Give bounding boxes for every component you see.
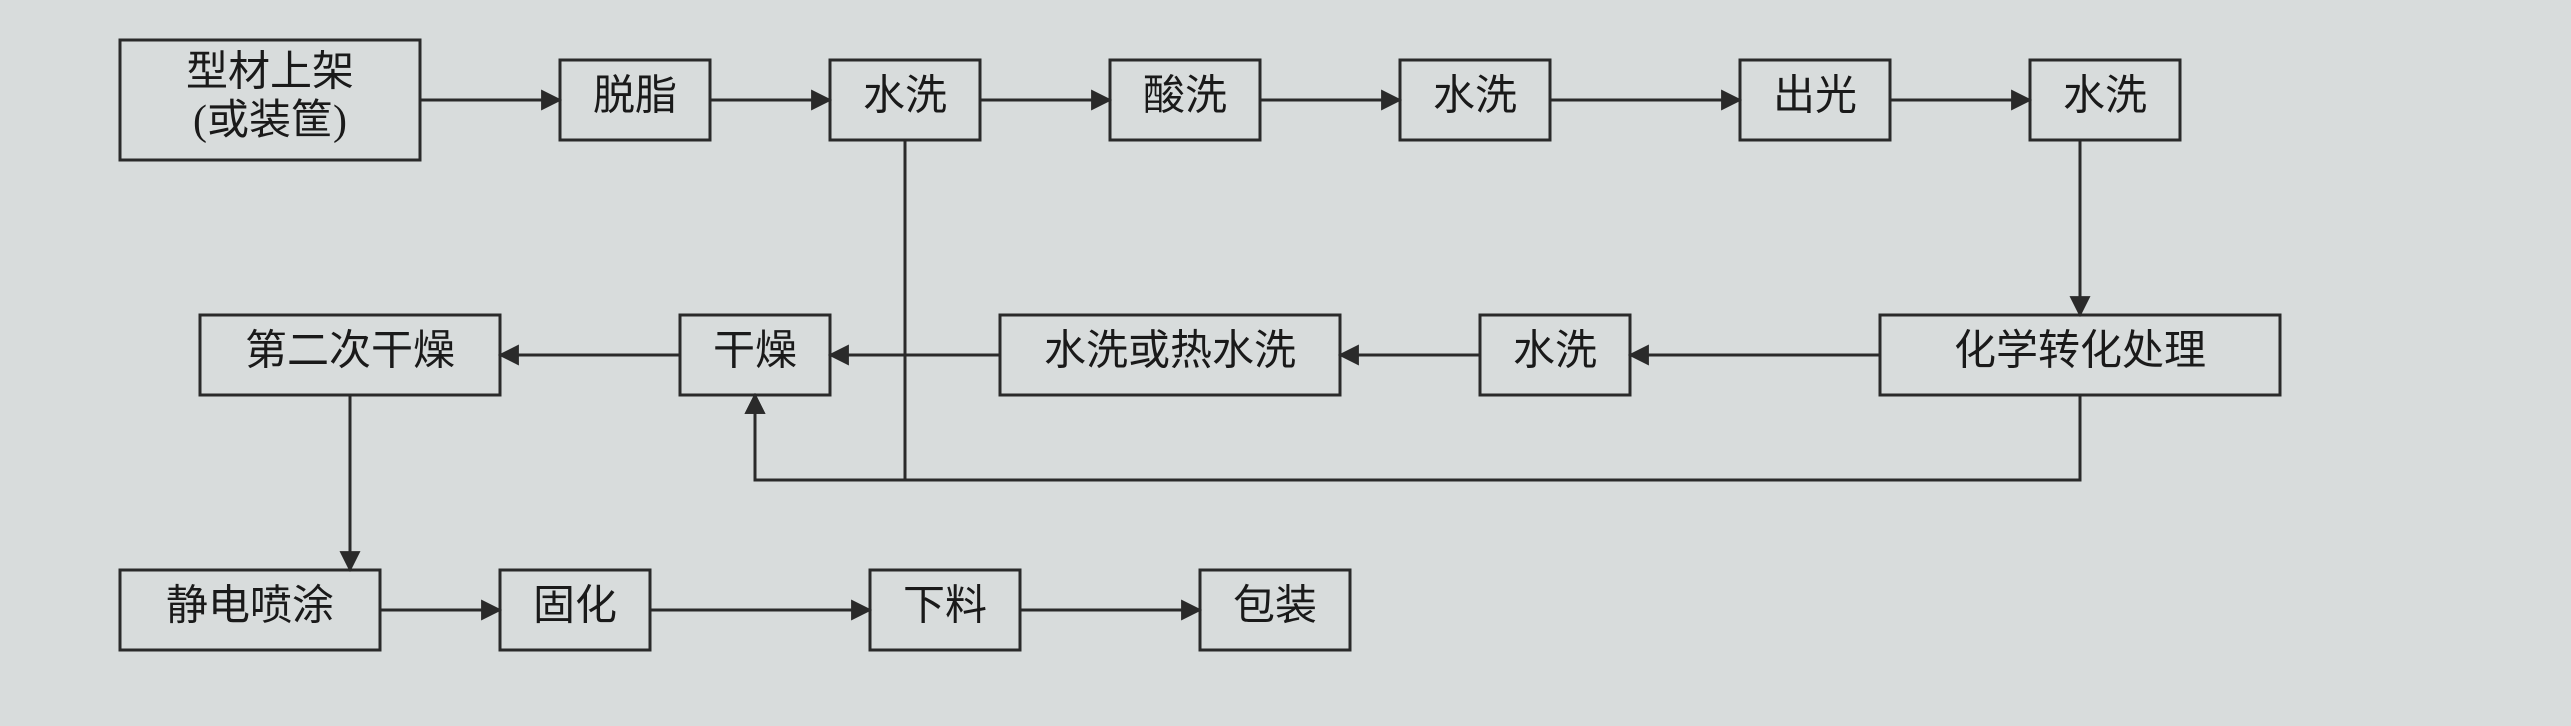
node-label: 水洗或热水洗 xyxy=(1044,329,1296,375)
flow-node-n16: 包装 xyxy=(1200,570,1350,650)
flow-node-n13: 静电喷涂 xyxy=(120,570,380,650)
node-label: 出光 xyxy=(1773,74,1857,120)
flow-node-n12: 第二次干燥 xyxy=(200,315,500,395)
node-label: 水洗 xyxy=(2063,74,2147,120)
flow-node-n2: 脱脂 xyxy=(560,60,710,140)
flow-node-n3: 水洗 xyxy=(830,60,980,140)
node-label: (或装筐) xyxy=(193,98,347,144)
node-label: 固化 xyxy=(533,584,617,630)
flow-node-n4: 酸洗 xyxy=(1110,60,1260,140)
node-label: 酸洗 xyxy=(1143,74,1227,120)
flow-node-n9: 水洗 xyxy=(1480,315,1630,395)
node-label: 第二次干燥 xyxy=(245,329,455,375)
node-label: 脱脂 xyxy=(593,74,677,120)
flow-node-n1: 型材上架(或装筐) xyxy=(120,40,420,160)
flow-node-n15: 下料 xyxy=(870,570,1020,650)
node-label: 下料 xyxy=(903,584,987,630)
node-label: 干燥 xyxy=(713,329,797,375)
node-label: 化学转化处理 xyxy=(1954,328,2206,375)
node-label: 水洗 xyxy=(863,74,947,120)
node-label: 水洗 xyxy=(1433,74,1517,120)
flow-node-n6: 出光 xyxy=(1740,60,1890,140)
flow-node-n5: 水洗 xyxy=(1400,60,1550,140)
flow-node-n10: 水洗或热水洗 xyxy=(1000,315,1340,395)
flow-node-n11: 干燥 xyxy=(680,315,830,395)
node-label: 水洗 xyxy=(1513,329,1597,375)
node-label: 静电喷涂 xyxy=(166,583,334,630)
node-label: 包装 xyxy=(1233,584,1317,630)
nodes-layer: 型材上架(或装筐)脱脂水洗酸洗水洗出光水洗化学转化处理水洗水洗或热水洗干燥第二次… xyxy=(120,40,2280,650)
flow-node-n14: 固化 xyxy=(500,570,650,650)
flow-node-n7: 水洗 xyxy=(2030,60,2180,140)
node-label: 型材上架 xyxy=(186,49,354,95)
flowchart-canvas: 型材上架(或装筐)脱脂水洗酸洗水洗出光水洗化学转化处理水洗水洗或热水洗干燥第二次… xyxy=(0,0,2571,726)
flow-edge xyxy=(755,395,2080,480)
flow-node-n8: 化学转化处理 xyxy=(1880,315,2280,395)
flow-edge xyxy=(755,140,905,480)
